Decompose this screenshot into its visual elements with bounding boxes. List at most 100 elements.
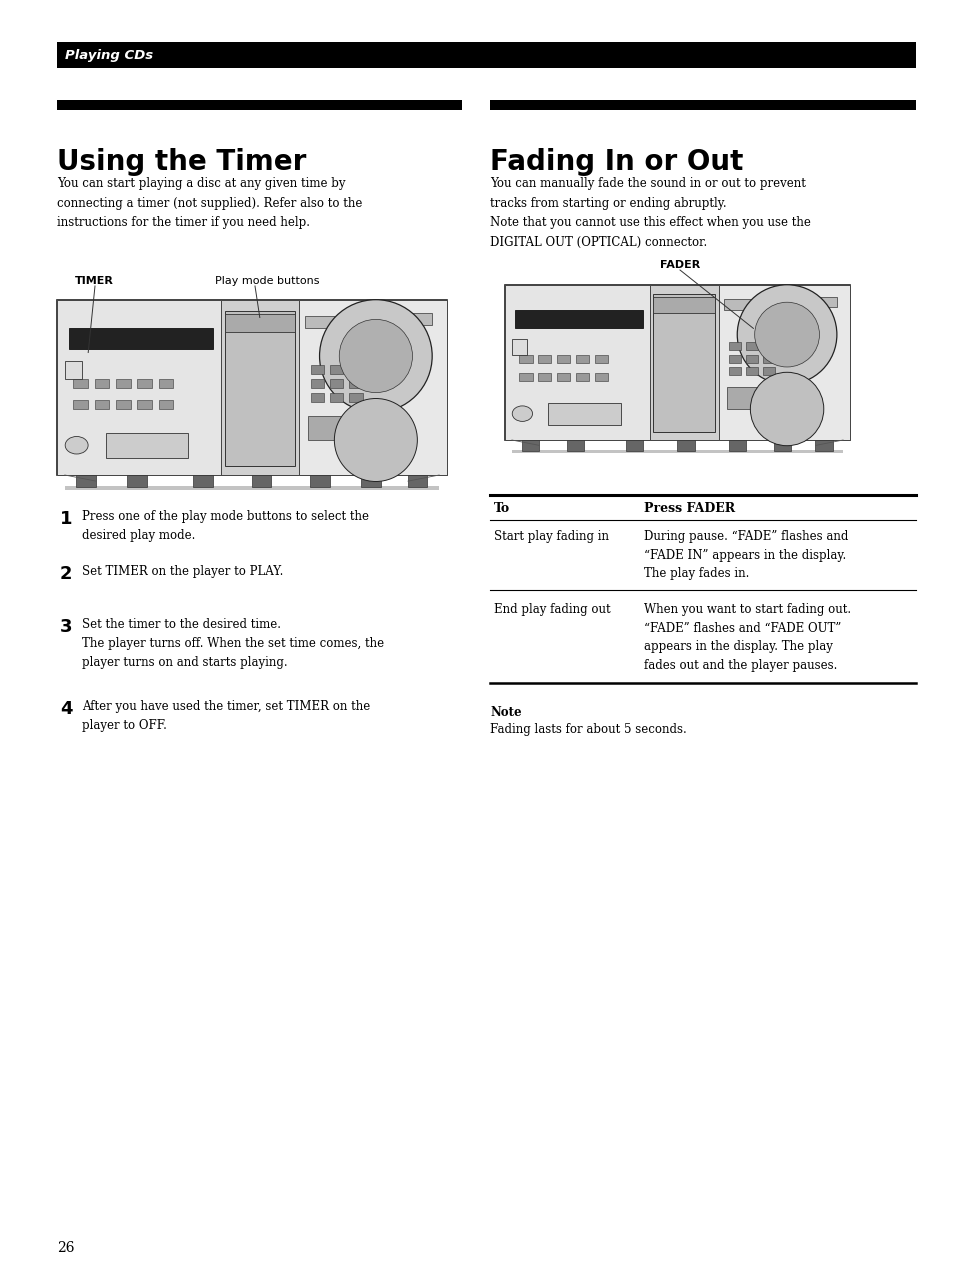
Text: Press one of the play mode buttons to select the
desired play mode.: Press one of the play mode buttons to se… [82, 510, 369, 541]
Bar [726, 387, 762, 409]
Bar [537, 373, 551, 381]
Bar [76, 475, 96, 487]
Bar [57, 42, 915, 68]
Bar [116, 378, 131, 387]
Bar [57, 99, 461, 110]
Bar [566, 440, 584, 451]
Bar [311, 364, 324, 373]
Bar [515, 310, 642, 329]
Bar [762, 343, 775, 350]
Text: Start play fading in: Start play fading in [494, 530, 608, 543]
Bar [94, 400, 110, 409]
Bar [225, 311, 294, 466]
Bar [519, 354, 532, 363]
Bar [762, 367, 775, 375]
Bar [65, 362, 82, 378]
Bar [521, 440, 539, 451]
Ellipse shape [512, 406, 532, 422]
Circle shape [339, 320, 412, 392]
Bar [512, 339, 527, 354]
Bar [807, 297, 836, 307]
Bar [576, 373, 588, 381]
Bar [677, 440, 694, 451]
Bar [304, 316, 386, 327]
Text: When you want to start fading out.
“FADE” flashes and “FADE OUT”
appears in the : When you want to start fading out. “FADE… [643, 603, 850, 671]
Bar [653, 297, 715, 313]
Text: Play mode buttons: Play mode buttons [214, 276, 319, 285]
Bar [653, 294, 715, 432]
Bar [69, 327, 213, 349]
Text: You can manually fade the sound in or out to prevent
tracks from starting or end: You can manually fade the sound in or ou… [490, 177, 810, 248]
Bar [158, 400, 173, 409]
Text: Using the Timer: Using the Timer [57, 148, 306, 176]
Bar [311, 392, 324, 401]
Bar [762, 354, 775, 363]
Circle shape [737, 285, 836, 385]
Bar [595, 354, 607, 363]
Bar [73, 378, 88, 387]
Bar [537, 354, 551, 363]
Text: FADER: FADER [659, 260, 700, 270]
Bar [490, 99, 915, 110]
Bar [116, 400, 131, 409]
Bar [504, 285, 849, 440]
Bar [399, 313, 432, 325]
Text: 26: 26 [57, 1241, 74, 1255]
Bar [298, 299, 447, 475]
Bar [745, 354, 758, 363]
Text: 2: 2 [60, 564, 72, 583]
Bar [557, 373, 570, 381]
Bar [745, 367, 758, 375]
Bar [65, 485, 438, 489]
Ellipse shape [65, 437, 88, 454]
Bar [127, 475, 147, 487]
Bar [137, 400, 152, 409]
Bar [649, 285, 719, 440]
Circle shape [319, 299, 432, 413]
Bar [57, 299, 447, 475]
Bar [57, 299, 220, 475]
Bar [512, 450, 842, 454]
Circle shape [750, 372, 823, 446]
Bar [557, 354, 570, 363]
Bar [729, 343, 740, 350]
Bar [719, 285, 849, 440]
Bar [548, 403, 620, 424]
Text: Note: Note [490, 706, 521, 719]
Text: Set TIMER on the player to PLAY.: Set TIMER on the player to PLAY. [82, 564, 283, 578]
Text: 3: 3 [60, 618, 72, 636]
Bar [308, 415, 349, 440]
Bar [349, 378, 362, 387]
Bar [723, 299, 796, 310]
Text: TIMER: TIMER [75, 276, 113, 285]
Bar [311, 378, 324, 387]
Bar [330, 392, 343, 401]
Bar [349, 364, 362, 373]
Bar [94, 378, 110, 387]
Bar [773, 440, 791, 451]
Bar [729, 354, 740, 363]
Circle shape [334, 399, 416, 482]
Text: Fading lasts for about 5 seconds.: Fading lasts for about 5 seconds. [490, 724, 686, 736]
Bar [771, 387, 793, 409]
Bar [519, 373, 532, 381]
Text: Press FADER: Press FADER [643, 502, 735, 515]
Bar [815, 440, 832, 451]
Bar [361, 475, 380, 487]
Bar [137, 378, 152, 387]
Bar [225, 313, 294, 331]
Text: Set the timer to the desired time.
The player turns off. When the set time comes: Set the timer to the desired time. The p… [82, 618, 384, 669]
Bar [330, 378, 343, 387]
Bar [357, 415, 382, 440]
Bar [729, 367, 740, 375]
Bar [745, 343, 758, 350]
Text: You can start playing a disc at any given time by
connecting a timer (not suppli: You can start playing a disc at any give… [57, 177, 362, 229]
Text: To: To [494, 502, 510, 515]
Bar [106, 433, 188, 457]
Bar [158, 378, 173, 387]
Text: 4: 4 [60, 699, 72, 719]
Bar [728, 440, 745, 451]
Bar [504, 285, 649, 440]
Bar [408, 475, 427, 487]
Text: Playing CDs: Playing CDs [65, 48, 153, 61]
